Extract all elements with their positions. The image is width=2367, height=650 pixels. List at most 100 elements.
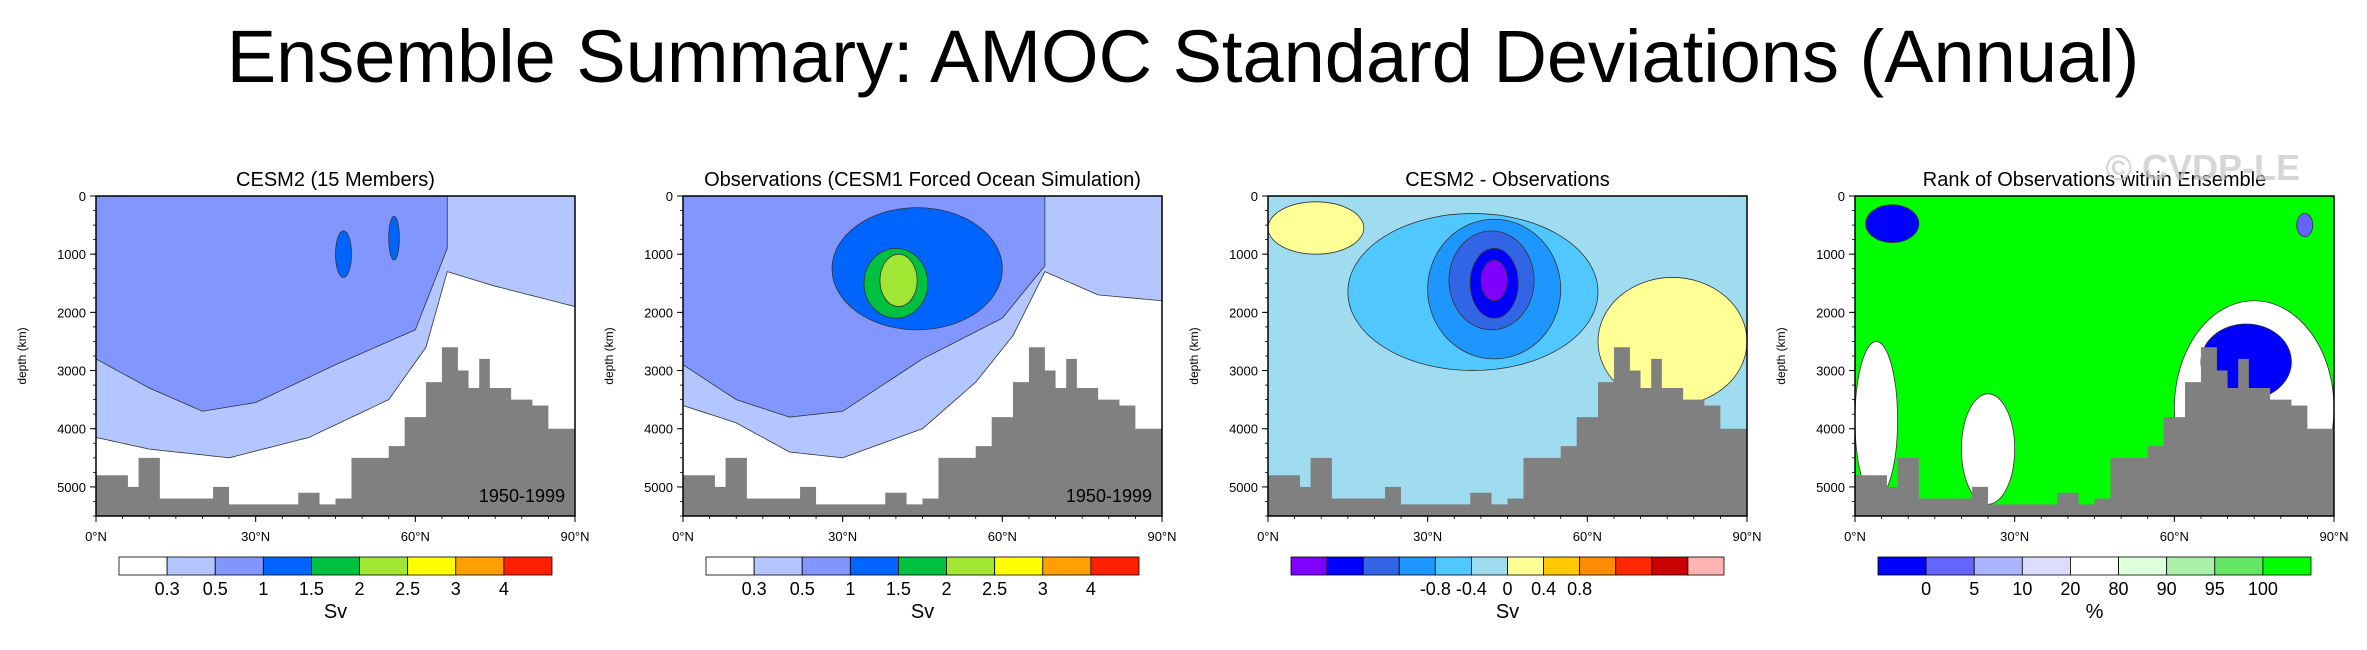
colorbar-swatch xyxy=(705,556,755,576)
x-tick-label: 60°N xyxy=(1573,529,1602,544)
colorbar-tick-label: 2.5 xyxy=(982,579,1007,599)
colorbar-tick-label: 0 xyxy=(1921,579,1931,599)
y-tick-label: 2000 xyxy=(644,305,673,320)
colorbar-tick-label: 80 xyxy=(2109,579,2129,599)
y-tick-label: 4000 xyxy=(1229,422,1258,437)
watermark: © CVDP-LE xyxy=(2105,147,2300,188)
contour-blob-1-1 xyxy=(1268,201,1365,255)
colorbar-swatch xyxy=(166,556,216,576)
y-tick-label: 4000 xyxy=(57,422,86,437)
colorbar-tick-label: 1 xyxy=(845,579,855,599)
colorbar-swatch xyxy=(1925,556,1975,576)
colorbar-swatch xyxy=(214,556,264,576)
colorbar-swatch xyxy=(849,556,899,576)
y-tick-label: 5000 xyxy=(644,480,673,495)
y-tick-label: 1000 xyxy=(1816,247,1845,262)
colorbar-swatch xyxy=(1326,556,1364,576)
colorbar-swatch xyxy=(994,556,1044,576)
colorbar-swatch xyxy=(753,556,803,576)
colorbar-swatch xyxy=(359,556,409,576)
y-tick-label: 3000 xyxy=(644,364,673,379)
y-tick-label: 5000 xyxy=(1816,480,1845,495)
panel-title: CESM2 (15 Members) xyxy=(236,169,435,191)
colorbar-tick-label: 0.3 xyxy=(742,579,767,599)
colorbar-swatch xyxy=(1042,556,1092,576)
panel-title: Observations (CESM1 Forced Ocean Simulat… xyxy=(704,169,1141,191)
y-tick-label: 1000 xyxy=(57,247,86,262)
colorbar-swatch xyxy=(1877,556,1927,576)
colorbar-swatch xyxy=(1362,556,1400,576)
panel-title: Rank of Observations within Ensemble xyxy=(1923,169,2267,191)
period-annotation: 1950-1999 xyxy=(479,486,565,506)
colorbar-tick-label: 95 xyxy=(2205,579,2225,599)
y-tick-label: 0 xyxy=(666,189,673,204)
y-tick-label: 4000 xyxy=(644,422,673,437)
y-tick-label: 1000 xyxy=(644,247,673,262)
plot-area xyxy=(1268,196,1747,516)
colorbar-swatch xyxy=(1290,556,1328,576)
colorbar-swatch xyxy=(2262,556,2312,576)
colorbar-swatch xyxy=(1471,556,1508,576)
colorbar-tick-label: 3 xyxy=(1038,579,1048,599)
x-tick-label: 0°N xyxy=(1257,529,1279,544)
colorbar-tick-label: 0 xyxy=(1502,579,1512,599)
colorbar-swatch xyxy=(1973,556,2023,576)
colorbar-tick-label: 4 xyxy=(1086,579,1096,599)
colorbar-tick-label: 5 xyxy=(1969,579,1979,599)
colorbar-tick-label: 0.5 xyxy=(203,579,228,599)
x-tick-label: 30°N xyxy=(1413,529,1442,544)
colorbar-tick-label: 2 xyxy=(355,579,365,599)
colorbar-swatch xyxy=(2070,556,2119,576)
colorbar-swatch xyxy=(1398,556,1436,576)
x-tick-label: 0°N xyxy=(1844,529,1866,544)
contour-blob-3-0 xyxy=(2296,213,2314,238)
colorbar-swatch xyxy=(1579,556,1617,576)
colorbar-tick-label: 0.4 xyxy=(1531,579,1556,599)
colorbar-swatch xyxy=(503,556,553,576)
colorbar-tick-label: 1 xyxy=(258,579,268,599)
colorbar-tick-label: 4 xyxy=(499,579,509,599)
colorbar-swatch xyxy=(2166,556,2216,576)
x-tick-label: 30°N xyxy=(828,529,857,544)
colorbar-tick-label: 1.5 xyxy=(299,579,324,599)
x-tick-label: 0°N xyxy=(85,529,107,544)
y-tick-label: 0 xyxy=(1251,189,1258,204)
colorbar-tick-label: 3 xyxy=(451,579,461,599)
contour-level-1 xyxy=(96,196,448,412)
y-tick-label: 3000 xyxy=(1816,364,1845,379)
x-tick-label: 90°N xyxy=(560,529,589,544)
colorbar-tick-label: 0.8 xyxy=(1567,579,1592,599)
colorbar-swatch xyxy=(1434,556,1472,576)
y-tick-label: 5000 xyxy=(1229,480,1258,495)
colorbar-swatch xyxy=(1615,556,1653,576)
x-tick-label: 90°N xyxy=(2319,529,2348,544)
colorbar-tick-label: -0.4 xyxy=(1456,579,1487,599)
y-axis-label: depth (km) xyxy=(1774,327,1788,384)
x-tick-label: 60°N xyxy=(988,529,1017,544)
topography-land xyxy=(96,347,575,516)
colorbar-label: % xyxy=(2086,601,2104,623)
panel-2: Observations (CESM1 Forced Ocean Simulat… xyxy=(602,169,1177,623)
y-tick-label: 2000 xyxy=(57,305,86,320)
colorbar-swatch xyxy=(898,556,947,576)
colorbar-tick-label: 1.5 xyxy=(886,579,911,599)
contour-blob-2-1 xyxy=(388,215,400,261)
colorbar-swatch xyxy=(311,556,360,576)
x-tick-label: 0°N xyxy=(672,529,694,544)
colorbar-tick-label: 20 xyxy=(2060,579,2080,599)
topography-land xyxy=(1268,347,1747,516)
y-tick-label: 5000 xyxy=(57,480,86,495)
colorbar-swatch xyxy=(2118,556,2168,576)
panel-4: Rank of Observations within Ensemble 0 100… xyxy=(1774,169,2349,623)
plot-area xyxy=(96,196,575,516)
y-tick-label: 3000 xyxy=(57,364,86,379)
colorbar-swatch xyxy=(1651,556,1689,576)
colorbar-tick-label: 2 xyxy=(942,579,952,599)
y-tick-label: 0 xyxy=(1838,189,1845,204)
period-annotation: 1950-1999 xyxy=(1066,486,1152,506)
colorbar-label: Sv xyxy=(324,601,347,623)
colorbar-tick-label: 0.3 xyxy=(155,579,180,599)
plot-area xyxy=(1855,196,2334,516)
colorbar-swatch xyxy=(1507,556,1544,576)
y-tick-label: 0 xyxy=(79,189,86,204)
